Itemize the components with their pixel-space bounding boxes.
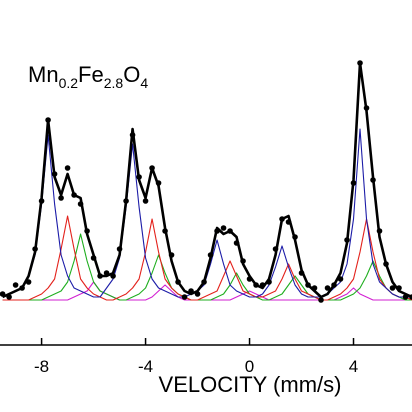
data-point <box>233 240 240 246</box>
data-point <box>201 279 207 285</box>
data-point <box>77 201 84 207</box>
data-point <box>259 282 266 288</box>
data-point <box>84 228 90 234</box>
data-point <box>292 234 298 240</box>
data-point <box>214 228 220 234</box>
data-point <box>227 228 233 234</box>
data-point <box>162 228 168 234</box>
data-point <box>285 219 292 225</box>
data-point <box>272 246 279 252</box>
data-point <box>370 177 376 183</box>
data-point <box>0 291 6 297</box>
data-point <box>103 270 110 276</box>
data-point <box>383 261 389 267</box>
data-point <box>337 276 344 282</box>
data-point <box>188 288 194 294</box>
data-point <box>357 60 363 66</box>
data-point <box>19 285 25 291</box>
data-point <box>32 246 38 252</box>
data-point <box>331 282 337 288</box>
series-line <box>2 215 412 301</box>
data-point <box>6 294 12 300</box>
subscript: 4 <box>140 75 148 91</box>
data-point <box>45 117 51 123</box>
data-point <box>220 225 227 231</box>
subscript: 2.8 <box>104 75 124 91</box>
data-point <box>279 216 285 222</box>
data-point <box>298 270 305 276</box>
data-point <box>363 105 370 111</box>
series-line <box>2 61 412 299</box>
data-point <box>129 132 136 138</box>
data-point <box>376 228 383 234</box>
data-point <box>246 276 253 282</box>
data-point <box>240 258 246 264</box>
data-point <box>311 285 318 291</box>
x-tick-label: -8 <box>34 357 49 376</box>
data-point <box>175 279 181 285</box>
data-point <box>318 297 324 303</box>
data-point <box>142 198 149 204</box>
x-tick-label: 4 <box>349 357 358 376</box>
data-point <box>149 165 155 171</box>
data-point <box>116 246 123 252</box>
data-point <box>207 252 214 258</box>
data-point <box>90 255 97 261</box>
element: O <box>123 62 140 87</box>
data-point <box>402 294 409 300</box>
data-point <box>71 192 77 198</box>
compound-label: Mn0.2Fe2.8O4 <box>28 62 148 91</box>
series-line <box>2 281 412 301</box>
data-point <box>168 252 175 258</box>
data-point <box>194 291 201 297</box>
data-point <box>51 171 58 177</box>
data-point <box>181 294 188 300</box>
data-point <box>136 174 142 180</box>
data-point <box>409 294 412 300</box>
data-point <box>396 285 402 291</box>
data-point <box>25 279 32 285</box>
series-line <box>2 233 412 301</box>
data-point <box>253 282 259 288</box>
data-point <box>350 180 357 186</box>
x-axis-label: VELOCITY (mm/s) <box>159 372 342 397</box>
data-point <box>58 195 64 201</box>
data-point <box>123 198 129 204</box>
element: Mn <box>28 62 59 87</box>
data-point <box>389 285 396 291</box>
data-point <box>12 282 19 288</box>
data-point <box>324 285 331 291</box>
data-point <box>64 165 71 171</box>
x-tick-label: 0 <box>245 357 254 376</box>
data-point <box>110 273 116 279</box>
data-point <box>97 273 103 279</box>
data-point <box>344 237 350 243</box>
data-point <box>266 279 272 285</box>
element: Fe <box>78 62 104 87</box>
subscript: 0.2 <box>59 75 79 91</box>
data-point <box>38 198 45 204</box>
data-point <box>305 282 311 288</box>
data-point <box>155 180 162 186</box>
x-tick-label: -4 <box>138 357 153 376</box>
